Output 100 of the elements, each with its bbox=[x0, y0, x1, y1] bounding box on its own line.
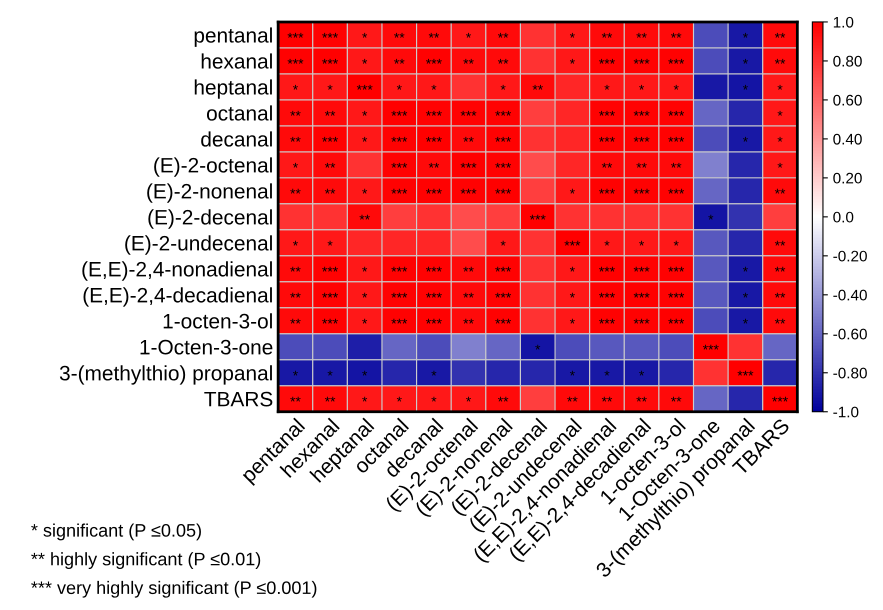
data-label: *** bbox=[599, 136, 615, 142]
data-label: *** bbox=[426, 136, 442, 142]
data-label: ** bbox=[290, 318, 301, 324]
data-label: *** bbox=[772, 396, 788, 402]
data-label: * bbox=[362, 58, 368, 64]
data-label: *** bbox=[564, 240, 580, 246]
data-label: *** bbox=[495, 292, 512, 298]
data-label: * bbox=[362, 318, 368, 324]
text: *** very highly significant (P ≤0.001) bbox=[31, 580, 316, 598]
data-label: ** bbox=[774, 292, 786, 298]
data-label: ** bbox=[567, 396, 578, 402]
data-label: *** bbox=[634, 58, 650, 64]
data-label: ** bbox=[290, 266, 301, 272]
data-label: ** bbox=[463, 266, 474, 272]
data-label: ** bbox=[463, 58, 474, 64]
data-label: * bbox=[292, 370, 298, 376]
data-label: * bbox=[431, 370, 436, 376]
y-tick-label: octanal bbox=[206, 105, 272, 121]
data-label: * bbox=[742, 84, 748, 90]
data-label: ** bbox=[602, 162, 612, 168]
data-label: ** bbox=[324, 162, 336, 168]
data-label: *** bbox=[599, 266, 615, 272]
data-label: *** bbox=[322, 58, 338, 64]
data-label: * bbox=[778, 84, 783, 90]
data-label: * bbox=[570, 266, 575, 272]
data-label: ** bbox=[671, 162, 682, 168]
data-label: *** bbox=[426, 266, 442, 272]
data-label: ** bbox=[671, 32, 682, 38]
data-label: * bbox=[639, 240, 644, 246]
data-label: * bbox=[500, 84, 506, 90]
data-label: *** bbox=[668, 110, 684, 116]
color-bar-label: 0.0 bbox=[833, 212, 854, 223]
color-bar-label: 0.40 bbox=[833, 134, 862, 145]
y-tick-label: decanal bbox=[201, 131, 272, 147]
data-label: *** bbox=[668, 292, 684, 298]
data-label: ** bbox=[394, 58, 404, 64]
data-label: *** bbox=[495, 318, 512, 324]
color-bar-label: 1.0 bbox=[834, 16, 854, 28]
data-label: ** bbox=[324, 396, 336, 402]
text: * significant (P ≤0.05) bbox=[31, 524, 201, 540]
data-label: ** bbox=[774, 58, 786, 64]
data-label: *** bbox=[599, 292, 615, 298]
data-label: *** bbox=[738, 370, 754, 376]
y-tick-label: 3-(methylthio) propanal bbox=[60, 365, 272, 385]
data-label: * bbox=[570, 370, 575, 376]
data-label: * bbox=[362, 188, 368, 194]
color-bar-label: 0.80 bbox=[833, 56, 862, 67]
data-label: *** bbox=[426, 292, 442, 298]
data-label: ** bbox=[774, 188, 786, 194]
data-label: * bbox=[466, 32, 472, 38]
data-label: ** bbox=[290, 136, 301, 142]
data-label: *** bbox=[356, 84, 373, 90]
data-label: *** bbox=[426, 318, 442, 324]
data-label: *** bbox=[322, 292, 338, 298]
data-label: * bbox=[328, 370, 333, 376]
y-tick-label: hexanal bbox=[202, 53, 272, 69]
y-tick-label: (E)-2-decenal bbox=[148, 209, 272, 229]
data-label: *** bbox=[391, 266, 408, 272]
y-tick-label: (E)-2-nonenal bbox=[147, 183, 272, 203]
data-label: *** bbox=[530, 214, 546, 220]
data-label: ** bbox=[774, 318, 786, 324]
data-label: * bbox=[466, 396, 472, 402]
color-bar-label: -0.20 bbox=[833, 250, 867, 262]
data-label: ** bbox=[498, 58, 508, 64]
data-label: * bbox=[570, 32, 575, 38]
data-label: *** bbox=[288, 58, 304, 64]
data-label: * bbox=[362, 370, 368, 376]
data-label: * bbox=[778, 136, 783, 142]
data-label: *** bbox=[391, 162, 408, 168]
data-label: ** bbox=[774, 240, 786, 246]
data-label: *** bbox=[495, 110, 512, 116]
data-label: ** bbox=[290, 396, 301, 402]
data-label: * bbox=[362, 110, 368, 116]
data-label: ** bbox=[636, 32, 647, 38]
data-label: * bbox=[362, 136, 368, 142]
data-label: *** bbox=[702, 344, 719, 350]
data-label: *** bbox=[391, 110, 408, 116]
data-label: *** bbox=[391, 188, 408, 194]
data-label: ** bbox=[463, 136, 474, 142]
data-label: ** bbox=[774, 32, 786, 38]
data-label: ** bbox=[602, 32, 612, 38]
data-label: * bbox=[396, 396, 402, 402]
data-label: * bbox=[570, 58, 575, 64]
data-label: ** bbox=[636, 396, 647, 402]
data-label: *** bbox=[668, 58, 684, 64]
data-label: ** bbox=[463, 292, 474, 298]
y-tick-label: 1-octen-3-ol bbox=[164, 313, 272, 329]
data-label: ** bbox=[290, 292, 301, 298]
data-label: * bbox=[742, 266, 748, 272]
data-label: *** bbox=[634, 188, 650, 194]
color-bar-label: 0.60 bbox=[833, 94, 862, 106]
data-label: * bbox=[604, 240, 610, 246]
data-label: * bbox=[742, 292, 748, 298]
data-label: * bbox=[708, 214, 714, 220]
data-label: * bbox=[292, 84, 298, 90]
data-label: *** bbox=[495, 136, 512, 142]
data-label: * bbox=[292, 162, 298, 168]
data-label: * bbox=[742, 32, 748, 38]
data-label: * bbox=[742, 136, 748, 142]
data-label: * bbox=[674, 84, 679, 90]
